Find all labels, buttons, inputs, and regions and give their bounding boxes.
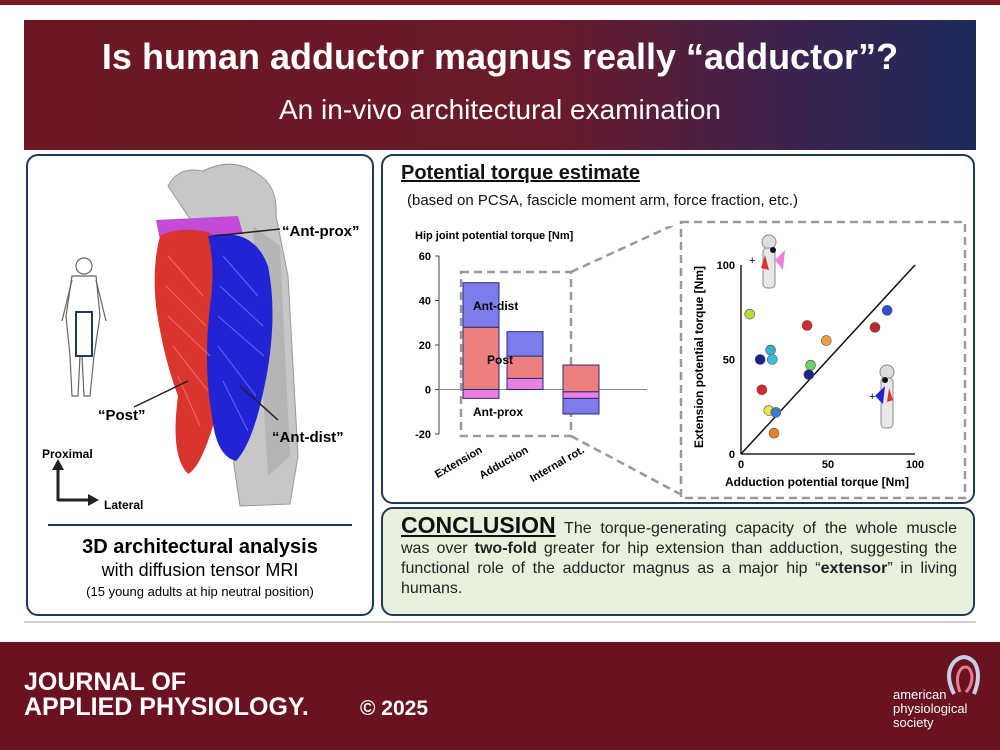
adduction-pose-icon: [875, 364, 895, 429]
bar-segment: [562, 364, 600, 393]
ant-dist-muscle: [206, 234, 273, 461]
conclusion-text: CONCLUSION The torque-generating capacit…: [401, 512, 957, 599]
identity-line: [740, 264, 916, 455]
bar-y-tick-label: -20: [415, 429, 431, 441]
society-line-3: society: [893, 715, 934, 730]
ant-dist-fibers: [217, 255, 265, 432]
legend-post: Post: [487, 353, 513, 367]
copyright: © 2025: [360, 697, 429, 720]
scatter-point: [803, 369, 815, 380]
bar-segment: [462, 326, 500, 390]
proximal-label: Proximal: [42, 447, 93, 461]
extension-pose-icon: [761, 234, 785, 289]
conclusion-part-a: The torque-generating capacity of the wh…: [401, 520, 957, 557]
scatter-x-tick-label: 100: [906, 459, 924, 471]
scatter-point: [881, 305, 893, 316]
scatter-y-tick-label: 100: [717, 260, 735, 272]
conclusion-emphasis-two-fold: two-fold: [474, 540, 537, 557]
bar-category-label: Internal rot.: [528, 444, 586, 485]
ant-dist-label: “Ant-dist”: [272, 429, 344, 446]
muscle-illustration: “Ant-prox” “Post” “Ant-dist” Proximal La…: [42, 163, 360, 512]
torque-title: Potential torque estimate: [401, 162, 640, 184]
scatter-point: [820, 335, 832, 346]
scatter-point: [770, 407, 782, 418]
conclusion-heading: CONCLUSION: [401, 512, 556, 538]
bar-ylabel: Hip joint potential torque [Nm]: [415, 230, 574, 242]
title-banner: Is human adductor magnus really “adducto…: [24, 20, 976, 150]
bar-y-tick-label: 0: [425, 385, 431, 397]
conclusion-emphasis-extensor: extensor: [820, 560, 888, 577]
scatter-point: [756, 384, 768, 396]
bar-y-tick-label: 40: [419, 296, 431, 308]
scatter-y-tick-label: 50: [723, 355, 735, 367]
post-label: “Post”: [98, 407, 146, 424]
scatter-dashed-box: [679, 220, 967, 500]
legend-ant-prox: Ant-prox: [473, 405, 523, 419]
post-muscle: [154, 229, 228, 474]
architecture-panel: “Ant-prox” “Post” “Ant-dist” Proximal La…: [26, 154, 374, 616]
torque-subtitle: (based on PCSA, fascicle moment arm, for…: [407, 192, 798, 209]
bar-segment: [462, 389, 500, 399]
scatter-point: [805, 359, 816, 371]
subtitle: An in-vivo architectural examination: [279, 94, 721, 125]
scatter-point: [801, 320, 813, 331]
journal-name[interactable]: JOURNAL OF APPLIED PHYSIOLOGY.: [24, 670, 309, 720]
scatter-point: [744, 308, 755, 320]
bar-y-tick-label: 60: [419, 251, 431, 263]
scatter-xlabel: Adduction potential torque [Nm]: [725, 475, 909, 489]
society-line-2: physiological: [893, 701, 968, 716]
bottom-divider: [24, 621, 976, 623]
bar-chart: Hip joint potential torque [Nm] -20 0 20 40…: [415, 226, 681, 496]
scatter-point: [768, 427, 780, 439]
conclusion-part-c: ” in living humans.: [401, 560, 957, 597]
scatter-y-tick-label: 0: [729, 449, 735, 461]
analysis-note: (15 young adults at hip neutral position…: [86, 584, 314, 599]
scatter-point: [767, 354, 778, 365]
adduction-plus-icon: +: [869, 391, 875, 403]
legend-ant-dist: Ant-dist: [473, 299, 518, 313]
ant-prox-label: “Ant-prox”: [282, 223, 360, 240]
conclusion-panel: CONCLUSION The torque-generating capacit…: [381, 507, 975, 616]
society-name: american physiological society: [893, 688, 967, 730]
body-silhouette: [61, 257, 107, 397]
journal-line-2: APPLIED PHYSIOLOGY.: [24, 693, 309, 721]
footer-bar: [0, 642, 1000, 750]
society-line-1: american: [893, 687, 947, 702]
section-divider: [48, 524, 352, 526]
journal-line-1: JOURNAL OF: [24, 668, 187, 696]
arrow-up-icon: [52, 459, 64, 470]
thigh-indicator-box: [75, 311, 93, 357]
arrow-right-icon: [88, 494, 99, 506]
lateral-label: Lateral: [104, 498, 143, 512]
scatter-x-tick-label: 50: [822, 459, 834, 471]
scatter-point: [754, 354, 766, 365]
scatter-x-tick-label: 0: [738, 459, 744, 471]
bar-segment: [562, 397, 600, 415]
society-logo-icon[interactable]: [944, 654, 984, 698]
bar-category-label: Extension: [433, 444, 485, 481]
bar-dashed-box: [459, 270, 573, 438]
torque-panel: Potential torque estimate (based on PCSA…: [381, 154, 975, 504]
conclusion-part-b: greater for hip extension than adduction…: [401, 540, 957, 577]
scatter-chart: 0 50 100 0 50 100 Adduction potential torque …: [679, 220, 967, 500]
analysis-method: with diffusion tensor MRI: [101, 560, 299, 580]
bar-segment: [462, 282, 500, 328]
bar-segment: [506, 331, 544, 357]
scatter-ylabel: Extension potential torque [Nm]: [692, 266, 706, 448]
analysis-heading: 3D architectural analysis: [82, 536, 318, 558]
extension-plus-icon: +: [749, 255, 755, 267]
main-title: Is human adductor magnus really “adducto…: [101, 36, 899, 77]
top-rule: [0, 0, 1000, 5]
scatter-point: [869, 322, 881, 333]
bar-category-label: Adduction: [477, 444, 530, 482]
scatter-point: [765, 344, 776, 356]
bar-segment: [562, 391, 600, 399]
bar-segment: [506, 377, 544, 390]
bar-y-tick-label: 20: [419, 340, 431, 352]
